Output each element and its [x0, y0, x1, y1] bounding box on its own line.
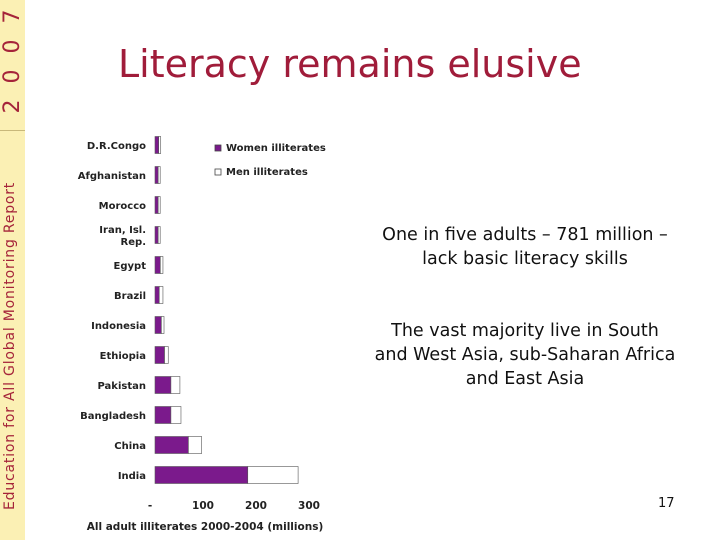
bar-women [154, 406, 172, 424]
illiterates-chart: D.R.Congo Afghanistan Morocco Iran, Isl.Rep… [78, 136, 326, 533]
bar-women [154, 316, 162, 334]
legend-swatch [214, 168, 222, 176]
category-label: Iran, Isl. [99, 225, 146, 236]
side-band: 7 0 0 2 Education for All Global Monitor… [0, 0, 25, 540]
x-axis-label: All adult illiterates 2000-2004 (million… [87, 521, 324, 533]
bar-men [161, 316, 165, 334]
bar-women [154, 256, 161, 274]
bar-men [157, 226, 161, 244]
category-label: China [114, 441, 146, 452]
x-tick-label: 200 [245, 500, 267, 512]
bar-women [154, 136, 160, 154]
category-label: Bangladesh [80, 411, 146, 422]
bar-men [247, 466, 299, 484]
bar-women [154, 286, 160, 304]
category-label: Brazil [114, 291, 146, 302]
bar-men [170, 406, 182, 424]
x-tick-label: - [148, 500, 152, 512]
legend-label: Women illiterates [226, 143, 326, 154]
slide-title: Literacy remains elusive [118, 42, 582, 86]
category-label: Rep. [121, 237, 146, 248]
bar-men [158, 286, 164, 304]
callout-regions: The vast majority live in South and West… [374, 321, 676, 389]
bar-men [157, 166, 161, 184]
side-year-digit: 0 [0, 39, 25, 54]
category-label: Indonesia [91, 321, 146, 332]
side-year-digit: 7 [0, 9, 25, 24]
bar-men [164, 346, 169, 364]
bar-women [154, 196, 159, 214]
side-year-digit: 2 [0, 99, 25, 114]
bar-women [154, 376, 172, 394]
bar-women [154, 226, 159, 244]
category-label: Afghanistan [78, 171, 146, 182]
category-label: Ethiopia [100, 351, 146, 362]
bar-women [154, 436, 189, 454]
side-year-digit: 0 [0, 69, 25, 84]
category-label: Egypt [114, 261, 147, 272]
category-label: Pakistan [98, 381, 147, 392]
bar-men [188, 436, 202, 454]
x-tick-label: 100 [192, 500, 214, 512]
bar-men [157, 196, 161, 214]
legend-label: Men illiterates [226, 167, 308, 178]
x-tick-label: 300 [298, 500, 320, 512]
bar-women [154, 466, 249, 484]
page-number: 17 [658, 496, 675, 511]
bar-women [154, 346, 165, 364]
side-year: 7 0 0 2 [0, 0, 25, 131]
category-label: India [118, 471, 146, 482]
category-label: Morocco [99, 201, 146, 212]
category-label: D.R.Congo [87, 141, 146, 152]
legend-swatch [214, 144, 222, 152]
bar-men [158, 136, 162, 154]
bar-women [154, 166, 159, 184]
callout-adults: One in five adults – 781 million – lack … [382, 225, 668, 269]
bar-men [160, 256, 164, 274]
side-report-title: Education for All Global Monitoring Repo… [2, 181, 18, 510]
bar-men [170, 376, 181, 394]
